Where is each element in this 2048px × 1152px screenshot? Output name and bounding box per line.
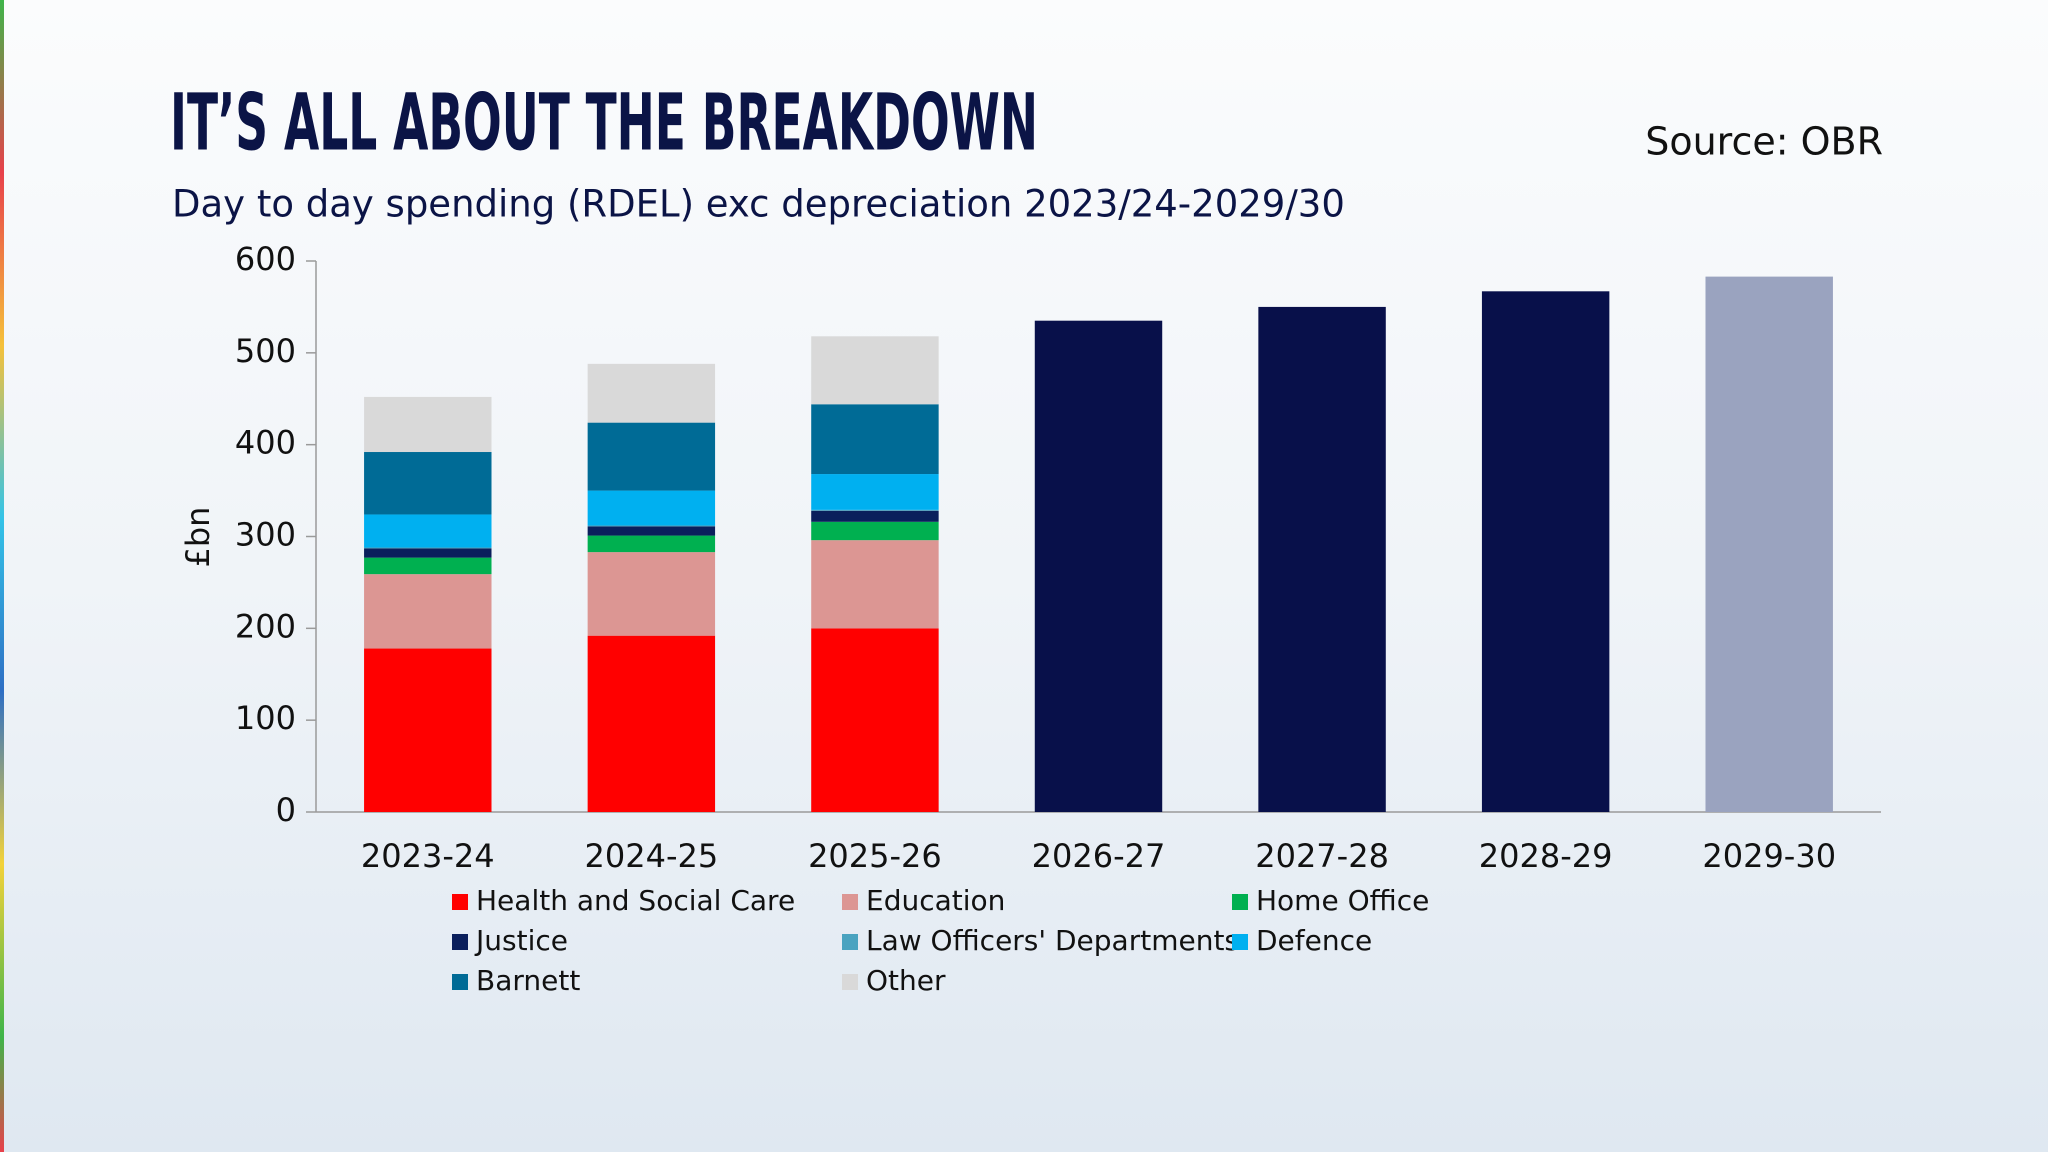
bar-segment [364, 514, 492, 548]
bar-segment [587, 535, 716, 553]
bar-segment [811, 509, 939, 511]
legend-swatch [452, 894, 468, 910]
bar-segment [587, 552, 716, 636]
y-tick-label: 600 [235, 240, 296, 278]
y-tick-label: 400 [235, 424, 296, 462]
legend-swatch [842, 894, 858, 910]
y-tick-label: 200 [235, 607, 296, 645]
bar-segment [364, 574, 492, 649]
bar-segment [811, 521, 939, 541]
bar-segment [811, 510, 939, 522]
legend-label: Defence [1256, 924, 1372, 957]
bar-segment [364, 396, 492, 453]
legend-swatch [842, 974, 858, 990]
bar-segment [364, 452, 492, 515]
bar-segment [364, 648, 492, 812]
y-tick-label: 0 [276, 791, 296, 829]
bar-segment [1705, 276, 1833, 812]
legend-swatch [452, 974, 468, 990]
bar-segment [587, 635, 716, 812]
bar-segment [811, 336, 939, 405]
source: Source: OBR [1645, 120, 1883, 164]
bar-segment [1034, 320, 1163, 812]
y-tick-label: 300 [235, 516, 296, 554]
bar-segment [811, 474, 939, 510]
legend-swatch [452, 934, 468, 950]
bar-segment [811, 628, 939, 812]
legend-label: Law Officers' Departments [866, 924, 1239, 957]
legend-swatch [1232, 934, 1248, 950]
bar-segment [811, 404, 939, 475]
bar-segment [587, 363, 716, 423]
legend-swatch [842, 934, 858, 950]
chart-subtitle: Day to day spending (RDEL) exc depreciat… [172, 183, 1345, 226]
bar-segment [1481, 291, 1610, 812]
bar-segment [811, 540, 939, 629]
legend-label: Barnett [476, 964, 580, 997]
x-tick-label: 2024-25 [585, 837, 719, 875]
y-axis-label: £bn [179, 507, 217, 568]
bar-segment [587, 526, 716, 536]
x-tick-label: 2027-28 [1255, 837, 1389, 875]
legend-label: Other [866, 964, 946, 997]
x-tick-label: 2023-24 [361, 837, 495, 875]
chart-title: IT’S ALL ABOUT THE BREAKDOWN [170, 78, 1038, 168]
y-tick-label: 500 [235, 332, 296, 370]
bar-segment [364, 548, 492, 558]
x-tick-label: 2028-29 [1479, 837, 1613, 875]
legend-swatch [1232, 894, 1248, 910]
legend-label: Home Office [1256, 884, 1429, 917]
x-tick-label: 2029-30 [1702, 837, 1836, 875]
edge-stripe [0, 0, 4, 1152]
bar-segment [364, 557, 492, 575]
x-tick-label: 2026-27 [1032, 837, 1166, 875]
bar-segment [587, 422, 716, 491]
y-tick-label: 100 [235, 699, 296, 737]
legend-label: Health and Social Care [476, 884, 795, 917]
x-tick-label: 2025-26 [808, 837, 942, 875]
bar-segment [1258, 306, 1386, 812]
bar-segment [587, 490, 716, 526]
legend-label: Education [866, 884, 1005, 917]
bar-segment [587, 525, 716, 527]
bar-segment [364, 547, 492, 549]
legend-label: Justice [474, 924, 568, 957]
